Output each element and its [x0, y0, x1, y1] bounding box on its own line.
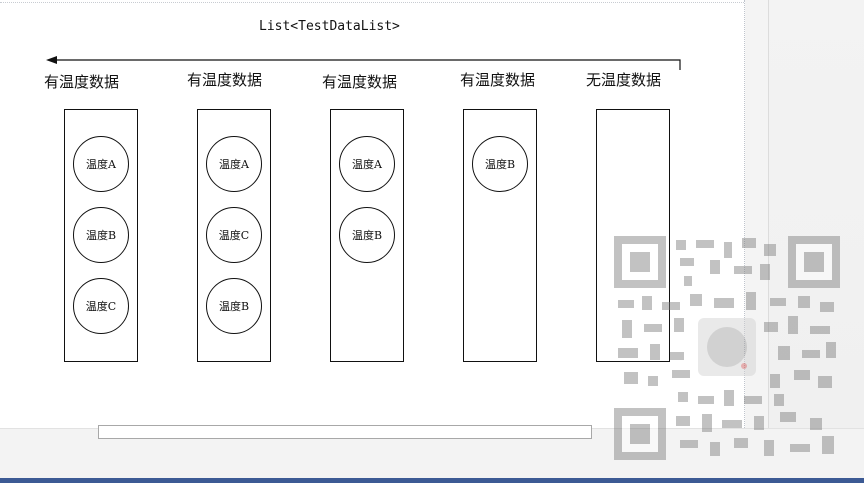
taskbar — [0, 478, 864, 483]
column-box-3: 温度A 温度B — [330, 109, 404, 362]
column-label-4: 有温度数据 — [460, 72, 536, 89]
column-box-1: 温度A 温度B 温度C — [64, 109, 138, 362]
diagram-title: List<TestDataList> — [259, 19, 400, 34]
temperature-node: 温度A — [206, 136, 262, 192]
temperature-node: 温度B — [73, 207, 129, 263]
column-label-3: 有温度数据 — [322, 74, 398, 91]
side-panel — [768, 0, 864, 428]
temperature-node: 温度B — [472, 136, 528, 192]
temperature-node: 温度B — [206, 278, 262, 334]
page-top-border — [0, 2, 744, 3]
horizontal-scrollbar[interactable] — [98, 425, 592, 439]
temperature-node: 温度C — [73, 278, 129, 334]
qr-code-icon — [614, 236, 840, 460]
column-label-2: 有温度数据 — [187, 72, 263, 89]
temperature-node: 温度A — [339, 136, 395, 192]
column-label-5: 无温度数据 — [586, 72, 662, 89]
column-box-5 — [596, 109, 670, 362]
diagram-canvas: List<TestDataList> 有温度数据 有温度数据 有温度数据 有温度… — [0, 0, 745, 428]
column-box-2: 温度A 温度C 温度B — [197, 109, 271, 362]
column-label-1: 有温度数据 — [44, 74, 120, 91]
vertical-scroll-gutter[interactable] — [745, 0, 768, 428]
temperature-node: 温度B — [339, 207, 395, 263]
temperature-node: 温度A — [73, 136, 129, 192]
temperature-node: 温度C — [206, 207, 262, 263]
column-box-4: 温度B — [463, 109, 537, 362]
list-direction-arrow — [46, 56, 681, 70]
